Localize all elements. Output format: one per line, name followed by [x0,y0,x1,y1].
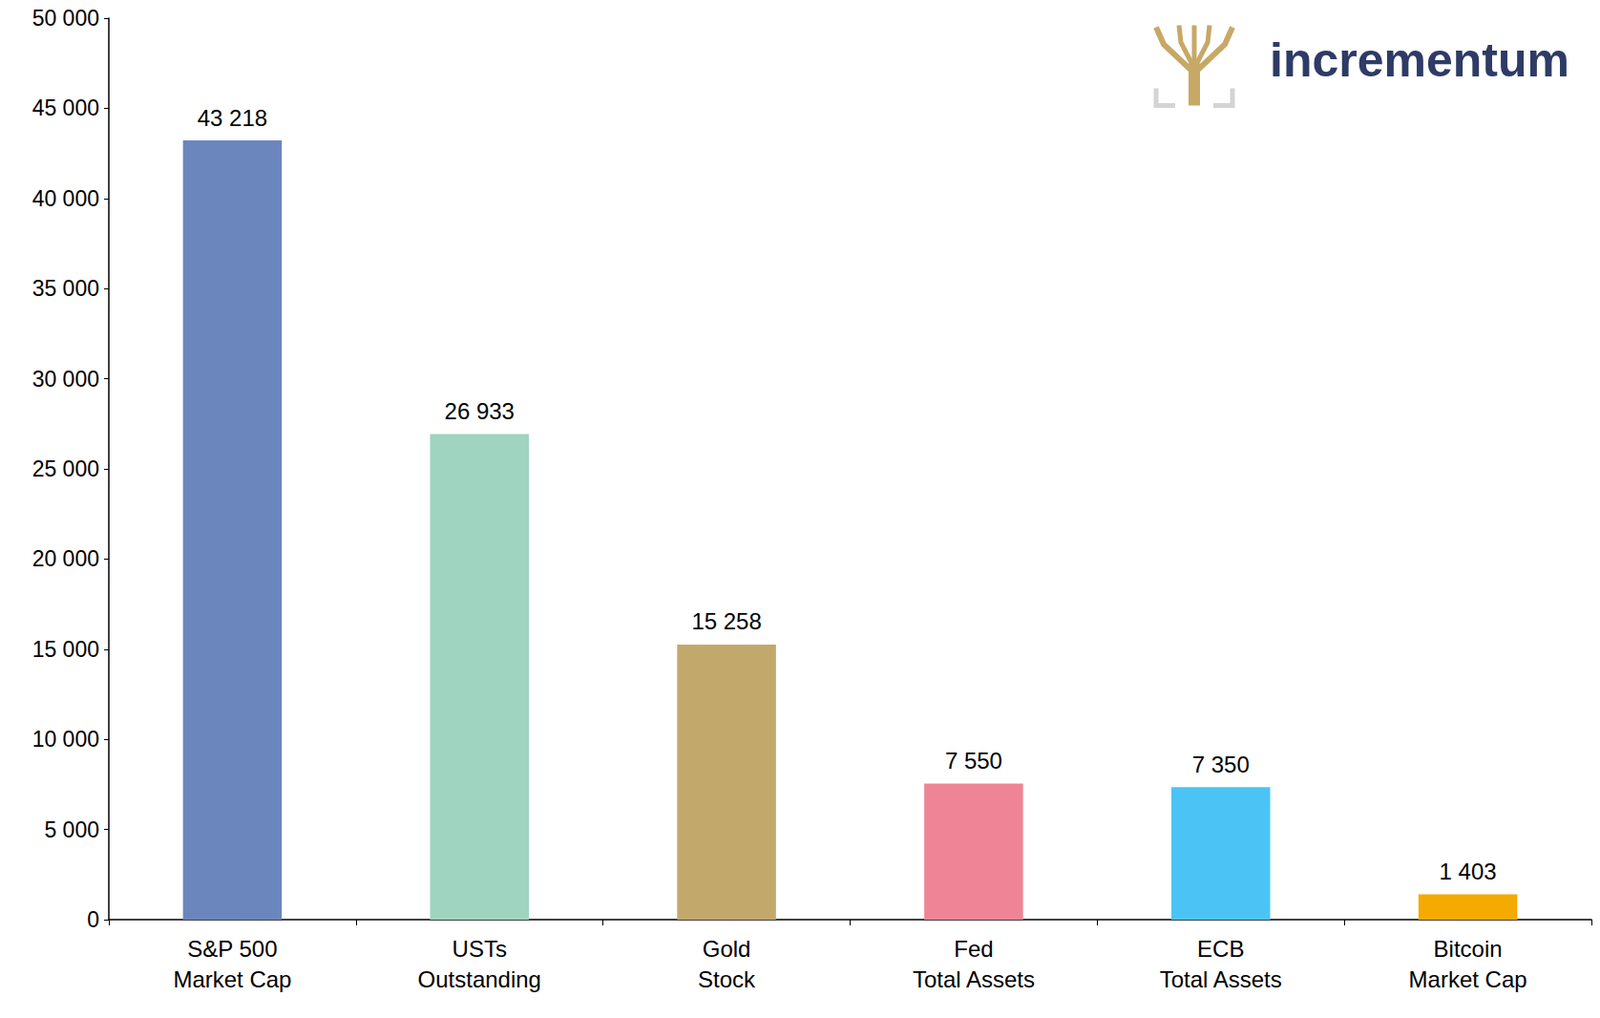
svg-text:7 550: 7 550 [945,747,1003,774]
svg-text:Market Cap: Market Cap [172,966,292,992]
svg-text:15 000: 15 000 [32,636,100,662]
svg-text:USTs: USTs [452,935,507,962]
svg-text:43 218: 43 218 [197,105,268,131]
svg-text:0: 0 [86,906,100,932]
svg-text:S&P 500: S&P 500 [187,935,277,962]
svg-text:ECB: ECB [1197,935,1244,962]
svg-text:30 000: 30 000 [32,366,100,392]
svg-text:25 000: 25 000 [32,456,100,482]
svg-text:Fed: Fed [953,935,993,962]
svg-text:5 000: 5 000 [43,817,100,843]
svg-text:Outstanding: Outstanding [418,966,542,992]
svg-text:20 000: 20 000 [32,546,100,571]
svg-text:50 000: 50 000 [32,5,100,31]
svg-text:Stock: Stock [697,966,757,992]
svg-text:26 933: 26 933 [444,398,515,424]
svg-text:Total Assets: Total Assets [1159,966,1283,992]
svg-text:15 258: 15 258 [691,608,761,634]
svg-text:Gold: Gold [702,935,752,962]
svg-text:Market Cap: Market Cap [1409,966,1528,992]
svg-text:35 000: 35 000 [32,275,100,301]
svg-text:Bitcoin: Bitcoin [1433,935,1503,962]
svg-text:45 000: 45 000 [32,95,100,121]
svg-text:Total Assets: Total Assets [912,966,1035,992]
svg-text:7 350: 7 350 [1192,751,1250,778]
svg-text:incrementum: incrementum [1269,33,1570,87]
svg-text:1 403: 1 403 [1439,858,1497,885]
svg-text:10 000: 10 000 [32,726,100,752]
svg-text:40 000: 40 000 [32,186,100,211]
